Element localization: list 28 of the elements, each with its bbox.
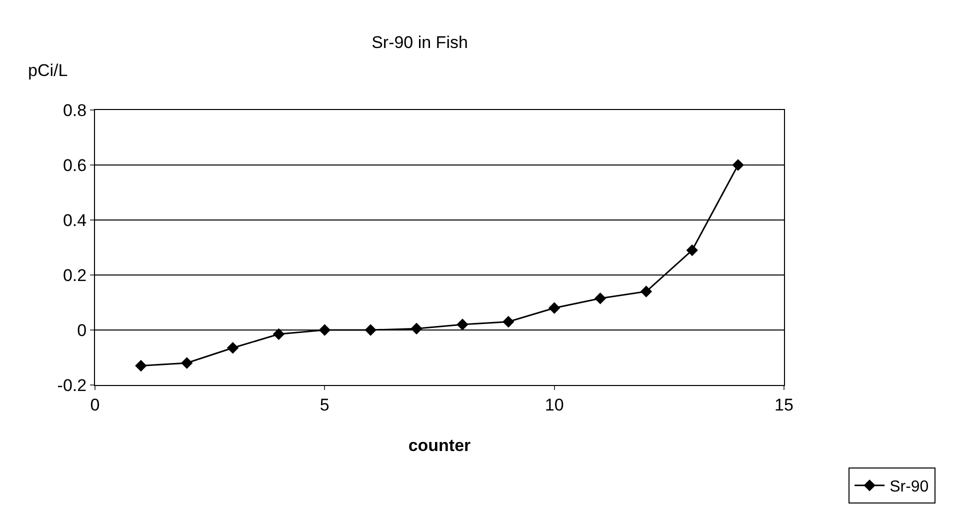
y-tick-label: 0.2 bbox=[62, 266, 87, 285]
x-tick-label: 0 bbox=[90, 395, 100, 414]
point bbox=[135, 360, 147, 372]
x-tick-label: 10 bbox=[544, 395, 564, 414]
y-tick-label: 0.4 bbox=[62, 210, 87, 230]
point bbox=[181, 357, 193, 369]
point bbox=[686, 244, 698, 256]
y-tick-label: 0.6 bbox=[62, 156, 87, 175]
y-axis-title: pCi/L bbox=[28, 61, 68, 80]
x-tick-label: 5 bbox=[320, 395, 330, 414]
point bbox=[456, 318, 468, 330]
legend-label: Sr-90 bbox=[890, 478, 929, 496]
point bbox=[364, 324, 376, 336]
point bbox=[272, 328, 285, 340]
chart-title: Sr-90 in Fish bbox=[372, 32, 468, 52]
x-tick-label: 15 bbox=[774, 395, 794, 414]
point bbox=[732, 159, 744, 171]
point bbox=[548, 302, 560, 314]
point bbox=[410, 322, 422, 334]
y-tick-label: -0.2 bbox=[57, 376, 87, 395]
point bbox=[318, 324, 331, 336]
point bbox=[640, 286, 652, 298]
y-tick-label: 0 bbox=[77, 320, 87, 340]
point bbox=[594, 292, 606, 304]
point bbox=[226, 342, 239, 354]
x-axis-title: counter bbox=[408, 436, 472, 455]
point bbox=[502, 316, 514, 328]
y-tick-label: 0.8 bbox=[62, 100, 87, 120]
